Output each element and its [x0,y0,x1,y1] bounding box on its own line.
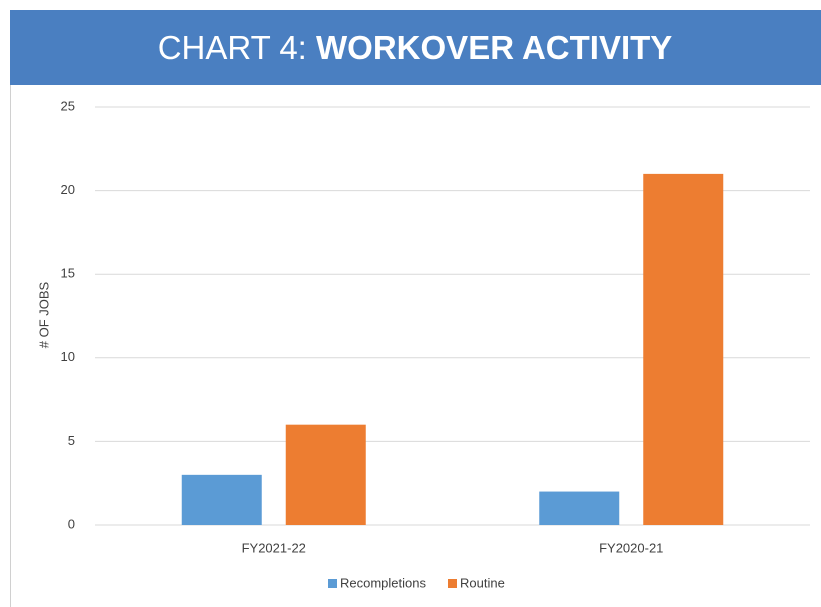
y-tick-label: 5 [68,433,75,448]
y-tick-label: 20 [61,182,75,197]
y-tick-label: 0 [68,516,75,531]
legend-swatch [328,579,337,588]
x-tick-label: FY2021-22 [242,540,306,555]
legend-label: Recompletions [340,575,426,590]
x-tick-label: FY2020-21 [599,540,663,555]
bar [539,491,620,525]
header-band [10,10,821,85]
chart-title: CHART 4: WORKOVER ACTIVITY [158,29,673,66]
bar [643,173,724,525]
y-axis-label: # OF JOBS [36,281,51,348]
title-main: WORKOVER ACTIVITY [316,29,672,66]
y-tick-label: 10 [61,349,75,364]
legend-label: Routine [460,575,505,590]
title-label: CHART 4: [158,29,307,66]
y-tick-label: 15 [61,266,75,281]
legend-swatch [448,579,457,588]
bar [285,424,366,525]
bar [181,474,262,525]
y-tick-label: 25 [61,98,75,113]
